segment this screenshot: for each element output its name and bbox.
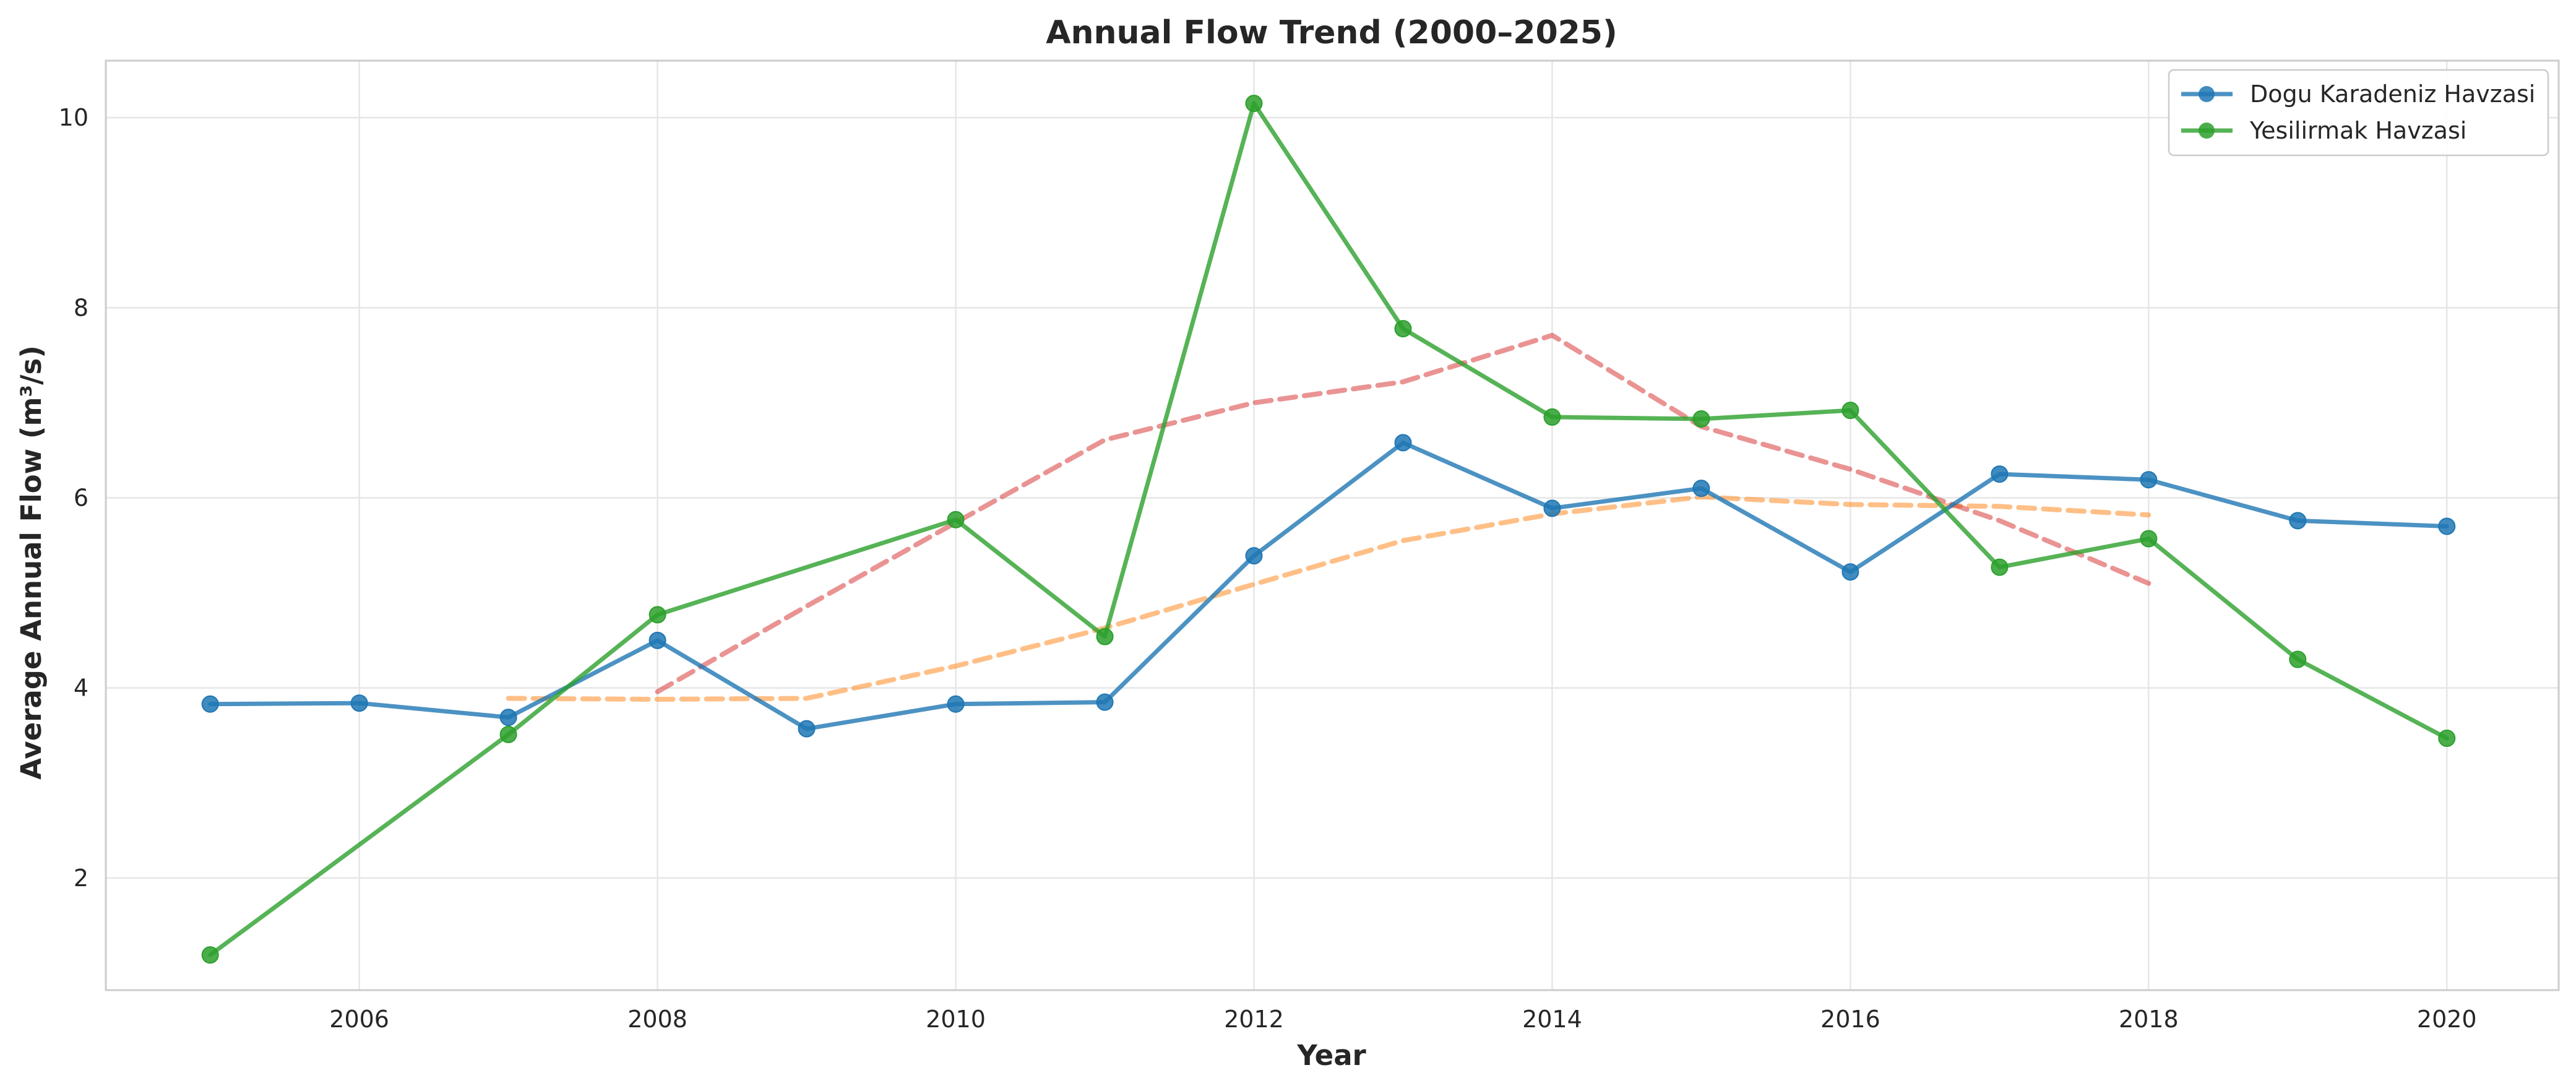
- data-point: [1245, 95, 1263, 113]
- legend-item: Yesilirmak Havzasi: [2181, 117, 2466, 144]
- data-point: [947, 511, 965, 528]
- data-point: [1842, 402, 1859, 420]
- x-tick-label: 2010: [926, 1006, 986, 1033]
- y-tick-label: 8: [74, 294, 88, 321]
- data-point: [1991, 558, 2009, 576]
- data-point: [499, 709, 517, 727]
- x-tick-label: 2012: [1224, 1006, 1284, 1033]
- data-point: [2438, 730, 2456, 748]
- series-line: [208, 440, 2449, 731]
- y-tick-label: 6: [74, 484, 88, 511]
- x-tick-label: 2020: [2417, 1006, 2477, 1033]
- ticks: 2006 2008 2010 2012 2014 2016 2018 2020 2 4 6 8 10: [59, 104, 2477, 1033]
- series-0: [201, 434, 2456, 738]
- data-point: [2289, 512, 2307, 530]
- series-line: [655, 332, 2152, 694]
- series-line: [506, 494, 2152, 702]
- chart-title: Annual Flow Trend (2000–2025): [1046, 14, 1618, 51]
- data-point: [1245, 547, 1263, 565]
- data-point: [2438, 517, 2456, 535]
- data-point: [499, 725, 517, 743]
- data-point: [2140, 530, 2158, 548]
- series-3: [655, 332, 2152, 694]
- data-point: [1842, 563, 1859, 581]
- data-point: [2140, 471, 2158, 489]
- data-point: [947, 695, 965, 713]
- data-point: [201, 695, 219, 713]
- legend-label: Dogu Karadeniz Havzasi: [2250, 80, 2535, 108]
- legend-swatch-marker: [2199, 123, 2215, 139]
- y-tick-label: 10: [59, 104, 88, 131]
- data-point: [1096, 627, 1114, 645]
- series-line: [208, 101, 2449, 957]
- legend-box: [2168, 69, 2549, 157]
- legend-label: Yesilirmak Havzasi: [2249, 117, 2466, 144]
- data-point: [1543, 408, 1561, 426]
- y-axis-label: Average Annual Flow (m³/s): [15, 345, 48, 780]
- x-tick-label: 2008: [627, 1006, 687, 1033]
- plot-frame: [105, 59, 2560, 991]
- data-point: [350, 694, 368, 712]
- data-point: [201, 946, 219, 964]
- x-tick-label: 2018: [2119, 1006, 2179, 1033]
- data-point: [2289, 650, 2307, 668]
- series-1: [201, 95, 2456, 964]
- data-point: [1394, 320, 1412, 338]
- series-layer: [201, 95, 2456, 964]
- x-tick-label: 2006: [329, 1006, 389, 1033]
- data-point: [1991, 465, 2009, 483]
- series-2: [506, 494, 2152, 702]
- data-point: [1394, 434, 1412, 452]
- legend-item: Dogu Karadeniz Havzasi: [2181, 80, 2535, 108]
- data-point: [798, 720, 816, 738]
- legend: Dogu Karadeniz Havzasi Yesilirmak Havzasi: [2168, 69, 2549, 157]
- x-tick-label: 2014: [1522, 1006, 1582, 1033]
- data-point: [1543, 499, 1561, 517]
- data-point: [1692, 480, 1710, 498]
- data-point: [1096, 693, 1114, 711]
- data-point: [648, 631, 666, 649]
- data-point: [648, 606, 666, 624]
- legend-swatch-marker: [2199, 86, 2215, 102]
- y-tick-label: 2: [74, 865, 88, 892]
- grid: [106, 61, 2559, 990]
- y-tick-label: 4: [74, 675, 88, 702]
- x-tick-label: 2016: [1820, 1006, 1880, 1033]
- x-axis-label: Year: [1296, 1039, 1366, 1072]
- data-point: [1692, 410, 1710, 428]
